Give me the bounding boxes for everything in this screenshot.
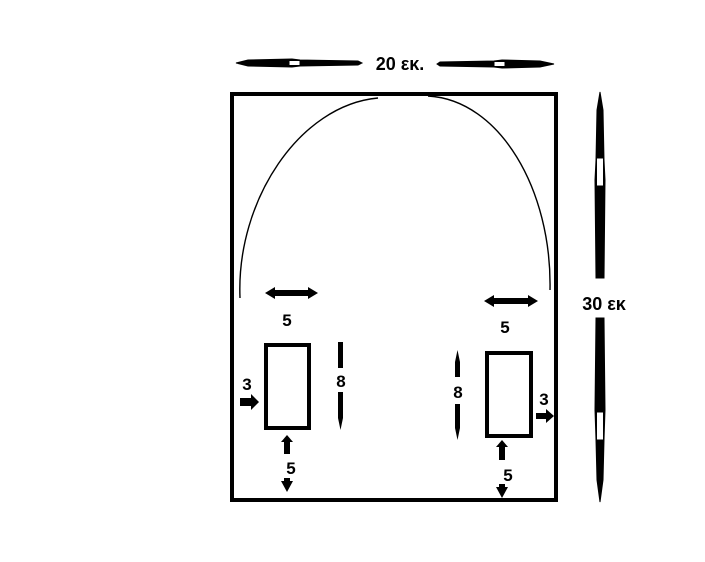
left-margin-arrow (240, 394, 259, 410)
height-arrow-bottom-half (594, 317, 606, 503)
right-height-label: 8 (453, 383, 462, 402)
height-label: 30 εκ (582, 294, 627, 314)
right-spacing-label: 5 (500, 318, 509, 337)
right-spacing-double-arrow (484, 295, 538, 307)
width-label: 20 εκ. (376, 54, 425, 74)
left-rectangle (264, 343, 311, 430)
left-margin-label: 3 (242, 375, 251, 394)
height-dimension-arrow (594, 91, 606, 503)
right-margin-label: 3 (539, 390, 548, 409)
left-spacing-label: 5 (282, 311, 291, 330)
left-height-label: 8 (336, 372, 345, 391)
left-bottom-margin-label: 5 (286, 459, 295, 478)
left-bottom-margin-arrows (281, 435, 293, 492)
right-bottom-margin-label: 5 (503, 466, 512, 485)
left-spacing-double-arrow (265, 287, 318, 299)
right-margin-arrow (536, 409, 554, 423)
right-height-arrow (455, 350, 460, 440)
right-bottom-margin-arrows (496, 440, 508, 498)
board-outline (230, 92, 558, 502)
left-height-arrow (338, 342, 343, 430)
right-rectangle (485, 351, 533, 438)
width-dimension-arrow (235, 58, 555, 69)
arch-curve (239, 95, 551, 299)
